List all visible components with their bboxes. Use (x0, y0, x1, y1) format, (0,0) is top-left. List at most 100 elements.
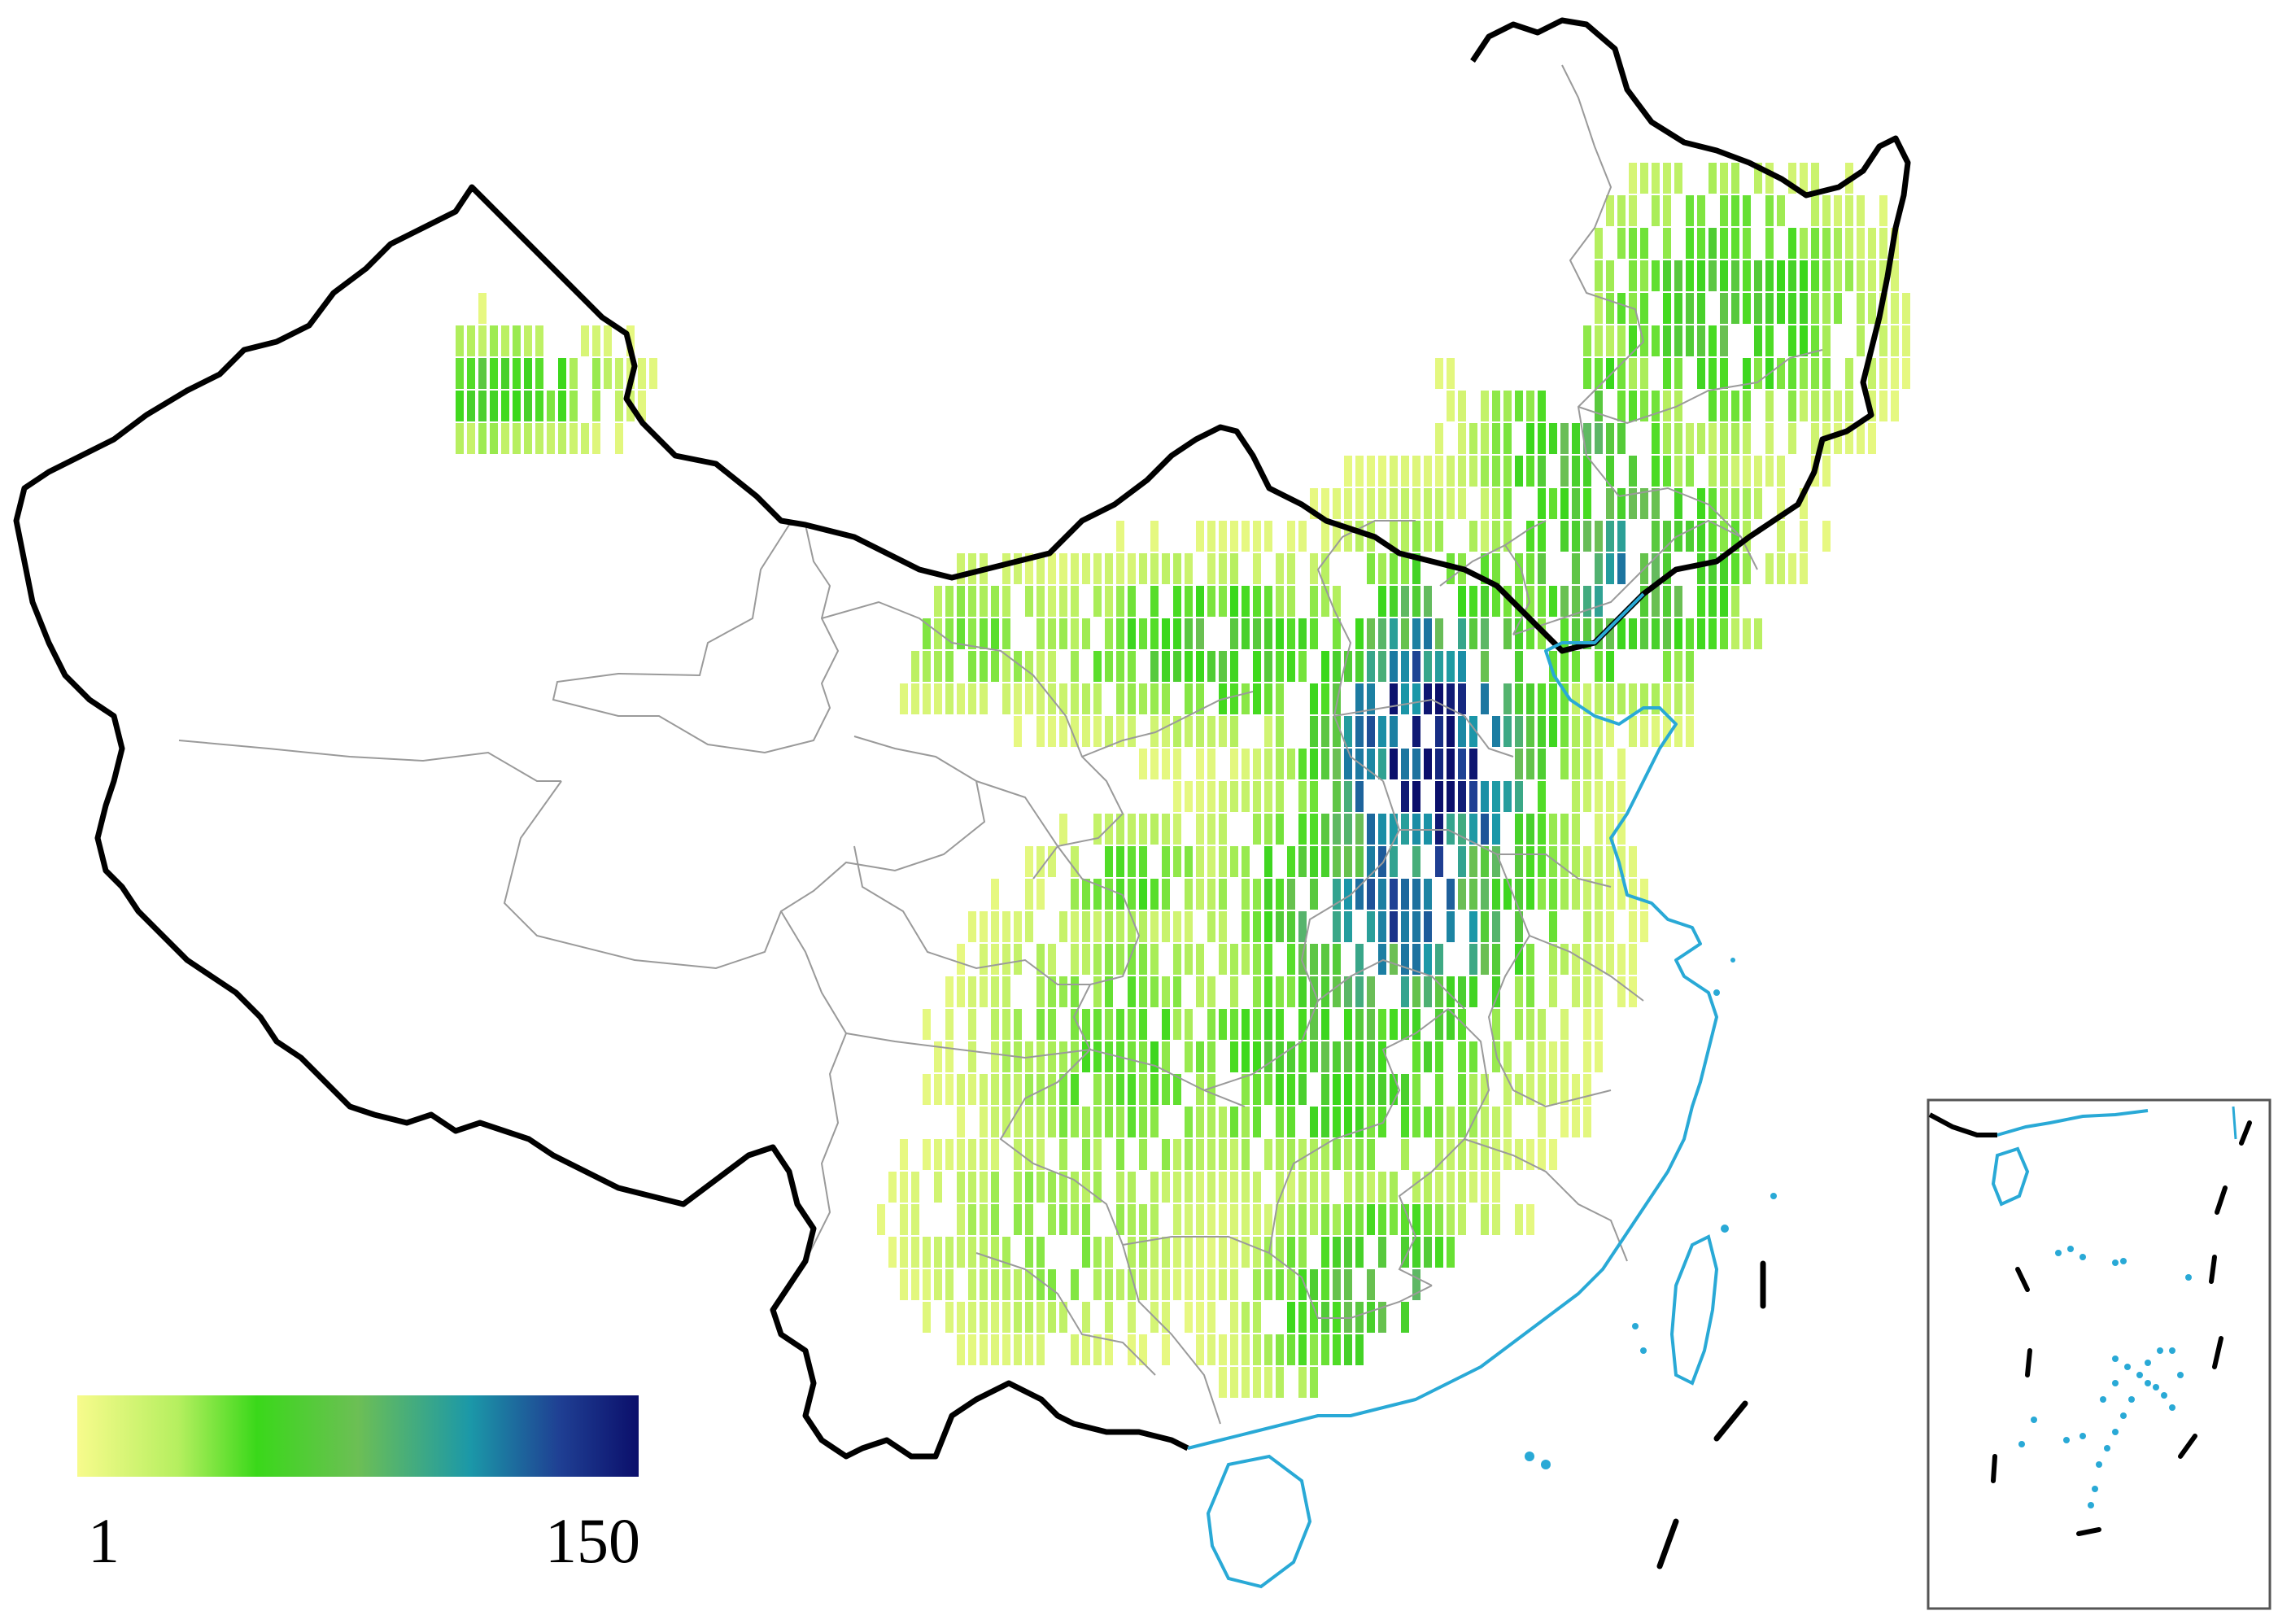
density-cell (1128, 716, 1136, 747)
density-cell (1560, 1009, 1569, 1040)
density-cell (1469, 781, 1477, 812)
density-cell (1048, 1074, 1056, 1105)
density-cell (1560, 879, 1569, 910)
density-cell (1355, 683, 1364, 714)
density-cell (1526, 423, 1534, 454)
density-cell (1139, 553, 1147, 584)
density-cell (1686, 325, 1694, 356)
density-cell (1242, 1302, 1250, 1333)
density-cell (1652, 618, 1660, 649)
density-cell (1686, 521, 1694, 552)
density-cell (1355, 521, 1364, 552)
density-cell (1014, 1334, 1022, 1365)
density-cell (1276, 1139, 1284, 1170)
density-cell (456, 325, 464, 356)
density-cell (1822, 521, 1831, 552)
density-cell (1082, 1302, 1090, 1333)
density-cell (1526, 976, 1534, 1007)
density-cell (968, 1074, 976, 1105)
density-cell (945, 1041, 954, 1072)
density-cell (1560, 456, 1569, 487)
density-cell (1150, 618, 1159, 649)
density-cell (1583, 944, 1591, 975)
density-cell (1173, 716, 1181, 747)
density-cell (1674, 618, 1682, 649)
density-cell (1207, 521, 1215, 552)
density-cell (1572, 716, 1580, 747)
density-cell (1469, 521, 1477, 552)
density-cell (1310, 749, 1318, 779)
density-cell (1253, 1074, 1261, 1105)
density-cell (1640, 879, 1648, 910)
density-cell (1116, 586, 1124, 617)
density-cell (1150, 1172, 1159, 1203)
density-cell (1800, 293, 1808, 324)
density-cell (1469, 911, 1477, 942)
density-cell (1447, 1139, 1455, 1170)
density-cell (1697, 618, 1705, 649)
density-cell (1572, 781, 1580, 812)
density-cell (1447, 651, 1455, 682)
density-cell (1162, 911, 1170, 942)
density-cell (1503, 879, 1512, 910)
density-cell (1583, 976, 1591, 1007)
density-cell (1287, 651, 1295, 682)
density-cell (1116, 553, 1124, 584)
density-cell (1355, 781, 1364, 812)
density-cell (1002, 1269, 1010, 1300)
density-cell (1686, 260, 1694, 291)
density-cell (1185, 1172, 1193, 1203)
density-cell (1036, 1041, 1045, 1072)
density-cell (1435, 1172, 1443, 1203)
density-cell (1708, 358, 1717, 389)
density-cell (1196, 1172, 1204, 1203)
inset-islet (2136, 1372, 2143, 1378)
density-cell (1652, 423, 1660, 454)
density-cell (1424, 618, 1432, 649)
density-cell (1401, 586, 1409, 617)
density-cell (1367, 1302, 1375, 1333)
density-cell (1412, 456, 1420, 487)
density-cell (1242, 1204, 1250, 1235)
density-cell (1287, 1139, 1295, 1170)
density-cell (456, 391, 464, 421)
density-cell (1538, 846, 1546, 877)
density-cell (1230, 521, 1238, 552)
density-cell (1355, 944, 1364, 975)
density-cell (1014, 1009, 1022, 1040)
density-cell (1196, 976, 1204, 1007)
density-cell (968, 911, 976, 942)
density-cell (1207, 814, 1215, 845)
density-cell (1207, 749, 1215, 779)
density-cell (1276, 1107, 1284, 1137)
density-cell (1173, 553, 1181, 584)
density-cell (991, 879, 999, 910)
density-cell (1526, 618, 1534, 649)
density-cell (1834, 423, 1842, 454)
density-cell (1025, 1237, 1033, 1268)
density-cell (1367, 488, 1375, 519)
density-cell (1242, 846, 1250, 877)
density-cell (1185, 879, 1193, 910)
density-cell (1629, 456, 1637, 487)
density-cell (1298, 1041, 1307, 1072)
density-cell (1572, 1107, 1580, 1137)
density-cell (1401, 879, 1409, 910)
density-cell (1196, 944, 1204, 975)
density-cell (1720, 195, 1728, 226)
density-cell (1059, 1302, 1067, 1333)
density-cell (1128, 683, 1136, 714)
density-cell (1082, 1009, 1090, 1040)
density-cell (1572, 586, 1580, 617)
density-cell (1196, 1334, 1204, 1365)
density-cell (934, 1139, 942, 1170)
density-cell (1230, 1041, 1238, 1072)
density-cell (1230, 1172, 1238, 1203)
density-cell (1560, 618, 1569, 649)
density-cell (1811, 293, 1819, 324)
density-cell (1378, 651, 1386, 682)
density-cell (1253, 553, 1261, 584)
density-cell (1344, 1204, 1352, 1235)
density-cell (1401, 1139, 1409, 1170)
density-cell (1469, 879, 1477, 910)
